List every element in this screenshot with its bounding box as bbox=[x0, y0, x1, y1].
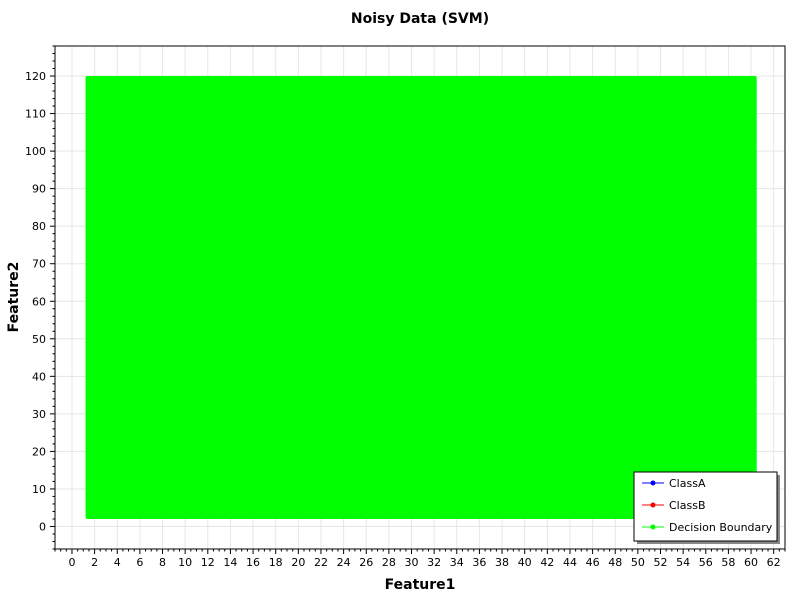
x-tick-label: 12 bbox=[201, 556, 215, 569]
y-tick-label: 50 bbox=[32, 333, 46, 346]
legend-marker bbox=[650, 524, 656, 530]
x-tick-label: 44 bbox=[563, 556, 577, 569]
x-tick-label: 38 bbox=[495, 556, 509, 569]
x-tick-label: 32 bbox=[427, 556, 441, 569]
y-tick-label: 100 bbox=[25, 145, 46, 158]
x-tick-label: 20 bbox=[291, 556, 305, 569]
x-tick-label: 14 bbox=[223, 556, 237, 569]
y-tick-label: 30 bbox=[32, 408, 46, 421]
x-tick-label: 34 bbox=[450, 556, 464, 569]
x-tick-label: 8 bbox=[159, 556, 166, 569]
y-tick-label: 110 bbox=[25, 108, 46, 121]
y-tick-label: 0 bbox=[39, 520, 46, 533]
x-tick-label: 62 bbox=[767, 556, 781, 569]
x-tick-label: 22 bbox=[314, 556, 328, 569]
x-axis-title: Feature1 bbox=[385, 577, 456, 593]
x-tick-label: 58 bbox=[721, 556, 735, 569]
axes: 0 2 4 6 8 10 12 14 16 18 20 22 24 26 28 30 32 34 36 38 40 42 4… bbox=[25, 45, 786, 569]
legend-entry: ClassB bbox=[669, 499, 706, 512]
x-tick-label: 18 bbox=[269, 556, 283, 569]
legend-entry: ClassA bbox=[669, 477, 706, 490]
legend: ClassA ClassB Decision Boundary bbox=[633, 471, 780, 544]
y-tick-label: 10 bbox=[32, 483, 46, 496]
plot-area-frame bbox=[54, 45, 786, 550]
y-tick-label: 20 bbox=[32, 445, 46, 458]
x-tick-label: 40 bbox=[518, 556, 532, 569]
x-tick-label: 54 bbox=[676, 556, 690, 569]
x-tick-label: 28 bbox=[382, 556, 396, 569]
x-tick-label: 42 bbox=[540, 556, 554, 569]
y-tick-label: 40 bbox=[32, 370, 46, 383]
y-axis-title: Feature2 bbox=[6, 262, 22, 333]
x-tick-label: 4 bbox=[114, 556, 121, 569]
x-tick-label: 26 bbox=[359, 556, 373, 569]
x-tick-label: 46 bbox=[586, 556, 600, 569]
decision-boundary-region bbox=[85, 76, 757, 519]
x-tick-label: 0 bbox=[68, 556, 75, 569]
x-tick-label: 10 bbox=[178, 556, 192, 569]
chart-title: Noisy Data (SVM) bbox=[351, 11, 489, 27]
x-tick-label: 52 bbox=[654, 556, 668, 569]
x-tick-label: 36 bbox=[472, 556, 486, 569]
x-tick-label: 48 bbox=[608, 556, 622, 569]
x-tick-label: 30 bbox=[405, 556, 419, 569]
y-tick-label: 80 bbox=[32, 220, 46, 233]
x-tick-label: 6 bbox=[136, 556, 143, 569]
y-tick-label: 60 bbox=[32, 295, 46, 308]
legend-entry: Decision Boundary bbox=[669, 521, 773, 534]
x-tick-label: 16 bbox=[246, 556, 260, 569]
legend-marker bbox=[650, 502, 656, 508]
y-tick-label: 120 bbox=[25, 70, 46, 83]
x-tick-label: 24 bbox=[337, 556, 351, 569]
y-tick-label: 90 bbox=[32, 183, 46, 196]
legend-marker bbox=[650, 480, 656, 486]
plot-data bbox=[85, 76, 757, 519]
x-tick-label: 60 bbox=[744, 556, 758, 569]
x-tick-label: 2 bbox=[91, 556, 98, 569]
x-tick-label: 56 bbox=[699, 556, 713, 569]
x-tick-label: 50 bbox=[631, 556, 645, 569]
y-tick-label: 70 bbox=[32, 258, 46, 271]
